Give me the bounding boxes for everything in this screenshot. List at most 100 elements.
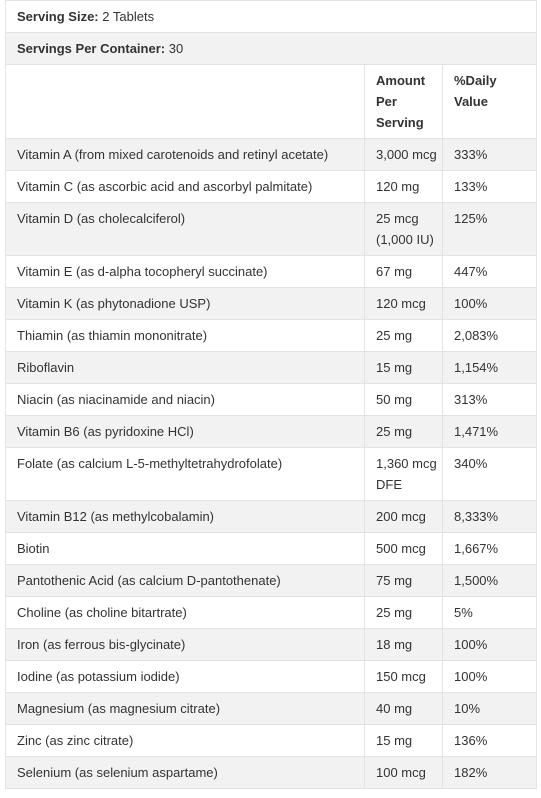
nutrient-amount: 120 mg — [364, 170, 443, 203]
amount-header-line: Amount — [376, 73, 426, 88]
nutrient-daily-value: 5% — [441, 596, 538, 629]
nutrient-row: Selenium (as selenium aspartame) 100 mcg 1… — [5, 756, 538, 789]
nutrient-row: Thiamin (as thiamin mononitrate) 25 mg 2,0… — [5, 319, 538, 352]
nutrient-name: Vitamin E (as d-alpha tocopheryl succina… — [5, 255, 365, 288]
nutrient-amount-line: 1,360 mcg — [376, 456, 437, 471]
nutrient-amount: 25 mg — [364, 415, 443, 448]
nutrient-daily-value: 182% — [441, 756, 538, 789]
nutrient-amount-line: 25 mg — [376, 328, 413, 343]
nutrient-daily-value: 1,154% — [441, 351, 538, 384]
nutrient-row: Niacin (as niacinamide and niacin) 50 mg 3… — [5, 383, 538, 416]
nutrient-row: Vitamin K (as phytonadione USP) 120 mcg 10… — [5, 287, 538, 320]
nutrient-name: Biotin — [5, 532, 365, 565]
nutrient-name: Iron (as ferrous bis-glycinate) — [5, 628, 365, 661]
nutrient-row: Vitamin B6 (as pyridoxine HCl) 25 mg 1,471… — [5, 415, 538, 448]
nutrient-amount: 40 mg — [364, 692, 443, 725]
nutrient-header-cell — [5, 64, 365, 139]
nutrient-amount: 25 mcg (1,000 IU) — [364, 202, 443, 256]
servings-per-container-cell: Servings Per Container: 30 — [4, 32, 538, 65]
nutrient-name: Niacin (as niacinamide and niacin) — [5, 383, 365, 416]
nutrient-amount: 120 mcg — [364, 287, 443, 320]
nutrient-amount-line: 15 mg — [376, 733, 413, 748]
nutrient-amount-line: (1,000 IU) — [376, 232, 434, 247]
nutrient-row: Zinc (as zinc citrate) 15 mg 136% — [5, 724, 538, 757]
nutrient-daily-value: 447% — [441, 255, 538, 288]
nutrient-name: Choline (as choline bitartrate) — [5, 596, 365, 629]
nutrient-amount: 500 mcg — [364, 532, 443, 565]
nutrient-amount-line: 15 mg — [376, 360, 413, 375]
nutrient-name: Selenium (as selenium aspartame) — [5, 756, 365, 789]
nutrient-row: Magnesium (as magnesium citrate) 40 mg 10% — [5, 692, 538, 725]
nutrient-amount: 25 mg — [364, 319, 443, 352]
nutrient-amount-line: 500 mcg — [376, 541, 426, 556]
nutrient-amount: 1,360 mcg DFE — [364, 447, 443, 501]
nutrient-amount-line: 200 mcg — [376, 509, 426, 524]
nutrient-name: Pantothenic Acid (as calcium D-pantothen… — [5, 564, 365, 597]
nutrient-amount: 67 mg — [364, 255, 443, 288]
nutrient-amount-line: DFE — [376, 477, 402, 492]
nutrient-row: Iodine (as potassium iodide) 150 mcg 100% — [5, 660, 538, 693]
nutrient-amount: 75 mg — [364, 564, 443, 597]
nutrient-row: Vitamin D (as cholecalciferol) 25 mcg (1,0… — [5, 202, 538, 256]
amount-header-cell: Amount Per Serving — [364, 64, 443, 139]
amount-header-line: Per — [376, 94, 397, 109]
nutrient-daily-value: 340% — [441, 447, 538, 501]
nutrient-daily-value: 1,500% — [441, 564, 538, 597]
servings-per-container-value: 30 — [168, 41, 184, 56]
nutrient-amount-line: 150 mcg — [376, 669, 426, 684]
nutrient-daily-value: 100% — [441, 660, 538, 693]
nutrient-row: Riboflavin 15 mg 1,154% — [5, 351, 538, 384]
servings-per-container-row: Servings Per Container: 30 — [4, 32, 538, 65]
nutrient-name: Thiamin (as thiamin mononitrate) — [5, 319, 365, 352]
nutrient-row: Vitamin B12 (as methylcobalamin) 200 mcg 8… — [5, 500, 538, 533]
nutrient-amount: 3,000 mcg — [364, 138, 443, 171]
serving-size-cell: Serving Size: 2 Tablets — [4, 0, 538, 33]
nutrient-row: Iron (as ferrous bis-glycinate) 18 mg 100% — [5, 628, 538, 661]
nutrient-daily-value: 333% — [441, 138, 538, 171]
nutrient-amount: 200 mcg — [364, 500, 443, 533]
nutrient-daily-value: 10% — [441, 692, 538, 725]
nutrient-daily-value: 100% — [441, 287, 538, 320]
nutrient-row: Choline (as choline bitartrate) 25 mg 5% — [5, 596, 538, 629]
nutrient-amount-line: 3,000 mcg — [376, 147, 437, 162]
nutrient-row: Vitamin A (from mixed carotenoids and re… — [5, 138, 538, 171]
serving-size-row: Serving Size: 2 Tablets — [4, 0, 538, 33]
supplement-facts-table: Serving Size: 2 Tablets Servings Per Con… — [4, 0, 538, 789]
nutrient-daily-value: 8,333% — [441, 500, 538, 533]
nutrient-name: Riboflavin — [5, 351, 365, 384]
nutrient-amount: 50 mg — [364, 383, 443, 416]
nutrient-amount: 15 mg — [364, 351, 443, 384]
nutrient-name: Iodine (as potassium iodide) — [5, 660, 365, 693]
nutrient-amount-line: 75 mg — [376, 573, 413, 588]
nutrient-name: Vitamin K (as phytonadione USP) — [5, 287, 365, 320]
daily-value-header-cell: %Daily Value — [441, 64, 538, 139]
nutrient-name: Vitamin B12 (as methylcobalamin) — [5, 500, 365, 533]
nutrient-row: Vitamin E (as d-alpha tocopheryl succina… — [5, 255, 538, 288]
nutrient-name: Vitamin B6 (as pyridoxine HCl) — [5, 415, 365, 448]
daily-value-header-line: Value — [454, 94, 488, 109]
serving-size-label: Serving Size: — [17, 9, 99, 24]
nutrient-amount-line: 40 mg — [376, 701, 413, 716]
nutrient-name: Magnesium (as magnesium citrate) — [5, 692, 365, 725]
nutrient-name: Zinc (as zinc citrate) — [5, 724, 365, 757]
nutrient-amount: 100 mcg — [364, 756, 443, 789]
nutrient-row: Biotin 500 mcg 1,667% — [5, 532, 538, 565]
nutrient-amount-line: 25 mg — [376, 424, 413, 439]
nutrient-row: Folate (as calcium L-5-methyltetrahydrof… — [5, 447, 538, 501]
nutrient-name: Vitamin D (as cholecalciferol) — [5, 202, 365, 256]
nutrient-amount-line: 120 mcg — [376, 296, 426, 311]
nutrient-amount: 15 mg — [364, 724, 443, 757]
column-header-row: Amount Per Serving %Daily Value — [5, 64, 538, 139]
nutrient-amount-line: 67 mg — [376, 264, 413, 279]
nutrient-amount-line: 25 mg — [376, 605, 413, 620]
nutrient-amount-line: 25 mcg — [376, 211, 419, 226]
nutrient-amount: 25 mg — [364, 596, 443, 629]
nutrient-amount: 18 mg — [364, 628, 443, 661]
nutrient-daily-value: 1,471% — [441, 415, 538, 448]
amount-header-line: Serving — [376, 115, 424, 130]
nutrient-row: Vitamin C (as ascorbic acid and ascorbyl… — [5, 170, 538, 203]
nutrient-row: Pantothenic Acid (as calcium D-pantothen… — [5, 564, 538, 597]
nutrient-daily-value: 100% — [441, 628, 538, 661]
nutrient-daily-value: 2,083% — [441, 319, 538, 352]
servings-per-container-label: Servings Per Container: — [17, 41, 166, 56]
